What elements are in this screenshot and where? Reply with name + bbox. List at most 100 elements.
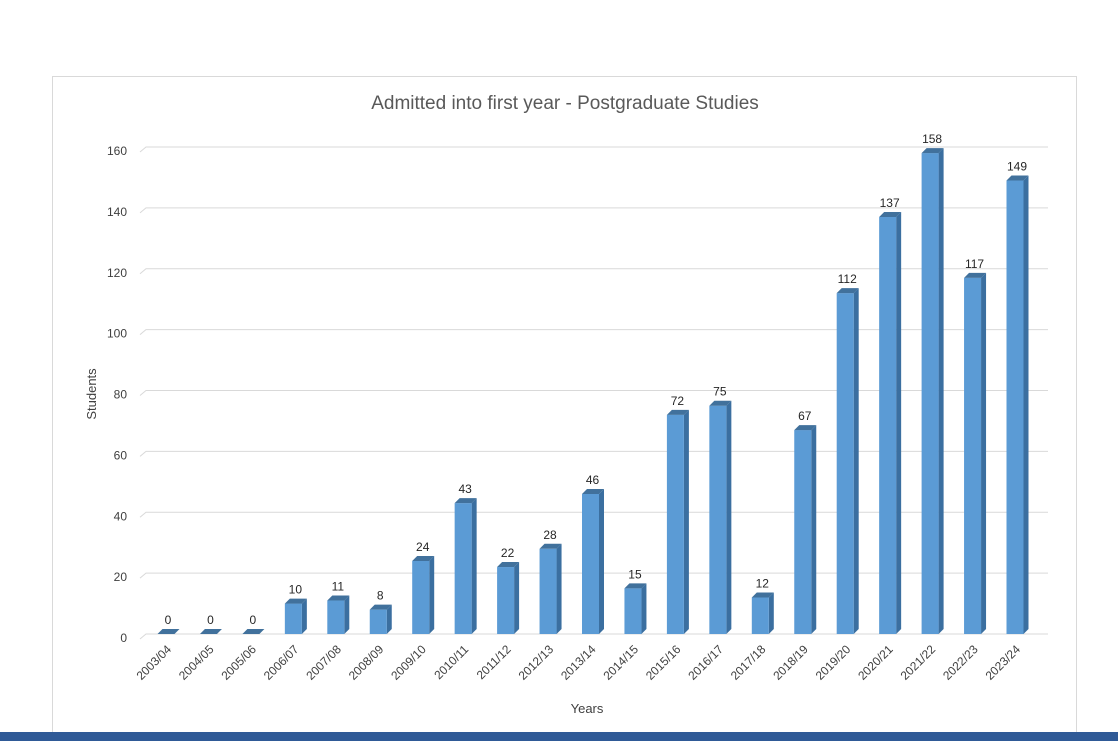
bar-top (1006, 175, 1029, 181)
bar-side (556, 543, 562, 634)
bar (539, 543, 562, 634)
bar-front (921, 153, 939, 634)
bar (964, 272, 987, 634)
bars (157, 148, 1029, 634)
bar-side (853, 288, 859, 634)
bar-side (599, 488, 604, 634)
bar-front (751, 597, 769, 634)
y-tick-label: 80 (114, 388, 128, 402)
bar (582, 488, 604, 634)
data-label: 46 (586, 473, 600, 487)
gridline (139, 329, 1048, 336)
bar-front (539, 548, 557, 634)
bar (199, 629, 222, 634)
x-tick-label: 2017/18 (728, 642, 769, 683)
bar-top (157, 629, 180, 634)
x-tick-label: 2020/21 (855, 642, 896, 683)
x-tick-label: 2008/09 (346, 642, 387, 683)
bar-top (497, 562, 520, 568)
gridline (139, 268, 1048, 275)
bar-top (879, 212, 902, 218)
bar-side (811, 425, 817, 634)
data-label: 28 (543, 528, 557, 542)
bar-top (369, 604, 392, 610)
bar-top (199, 629, 222, 634)
x-tick-label: 2014/15 (600, 642, 641, 683)
bar-side (938, 148, 944, 634)
bar-front (327, 600, 345, 634)
bar (751, 592, 774, 634)
bar-top (751, 592, 774, 598)
bar-side (683, 409, 689, 634)
bar-top (539, 543, 562, 549)
bar-top (921, 148, 944, 154)
bar (1006, 175, 1029, 634)
bar-side (386, 604, 392, 634)
bar-side (896, 212, 902, 634)
gridline (139, 390, 1048, 396)
data-label: 72 (671, 394, 685, 408)
bar-side (726, 400, 732, 634)
x-tick-label: 2012/13 (516, 642, 557, 683)
data-label: 11 (332, 580, 345, 594)
bar-front (624, 588, 642, 634)
bar-side (429, 555, 435, 634)
bar-front (284, 603, 302, 634)
x-tick-label: 2023/24 (983, 642, 1024, 683)
gridline (139, 572, 1048, 579)
bar (327, 595, 350, 634)
y-tick-label: 0 (120, 631, 127, 645)
bar-front (794, 430, 812, 634)
data-label: 10 (289, 583, 303, 597)
data-label: 12 (756, 576, 770, 590)
x-tick-label: 2003/04 (134, 642, 175, 683)
bar-top (964, 272, 987, 278)
y-tick-label: 140 (107, 205, 127, 219)
y-tick-label: 40 (114, 509, 128, 523)
bar (412, 555, 435, 634)
bar-side (301, 598, 307, 634)
bar (794, 425, 817, 634)
bar (454, 498, 477, 634)
y-axis-title: Students (84, 368, 99, 420)
data-label: 15 (628, 567, 642, 581)
x-tick-label: 2015/16 (643, 642, 684, 683)
bar-front (369, 609, 387, 634)
bar (242, 629, 265, 634)
bar-front (1006, 180, 1024, 634)
bar-top (454, 498, 477, 504)
data-label: 158 (922, 132, 942, 146)
x-tick-label: 2005/06 (218, 642, 259, 683)
bar-side (344, 595, 350, 634)
x-tick-label: 2009/10 (388, 642, 429, 683)
bar-front (582, 493, 599, 634)
data-label: 8 (377, 589, 384, 603)
bar (497, 562, 520, 634)
x-tick-label: 2006/07 (261, 642, 302, 683)
data-label: 0 (250, 613, 257, 627)
x-tick-label: 2022/23 (940, 642, 981, 683)
gridline (139, 207, 1048, 214)
y-tick-label: 160 (107, 144, 127, 158)
gridline (139, 146, 1048, 153)
bar-side (1023, 175, 1029, 634)
bar-front (454, 503, 472, 634)
bar (624, 583, 647, 634)
x-tick-label: 2019/20 (813, 642, 854, 683)
bar-top (582, 488, 604, 494)
data-label: 149 (1007, 159, 1027, 173)
bar (369, 604, 392, 634)
bar-top (709, 400, 732, 406)
bar-top (666, 409, 689, 415)
bar (284, 598, 307, 634)
data-label: 137 (880, 196, 900, 210)
data-label: 67 (798, 409, 812, 423)
x-axis-ticks: 2003/04 2004/05 2005/06 2006/07 2007/08 2008/… (134, 642, 1024, 683)
bar-side (641, 583, 647, 634)
gridlines (139, 146, 1048, 640)
gridline (139, 511, 1048, 518)
bar-front (666, 414, 684, 634)
y-tick-label: 120 (107, 266, 127, 280)
bar-top (794, 425, 817, 431)
